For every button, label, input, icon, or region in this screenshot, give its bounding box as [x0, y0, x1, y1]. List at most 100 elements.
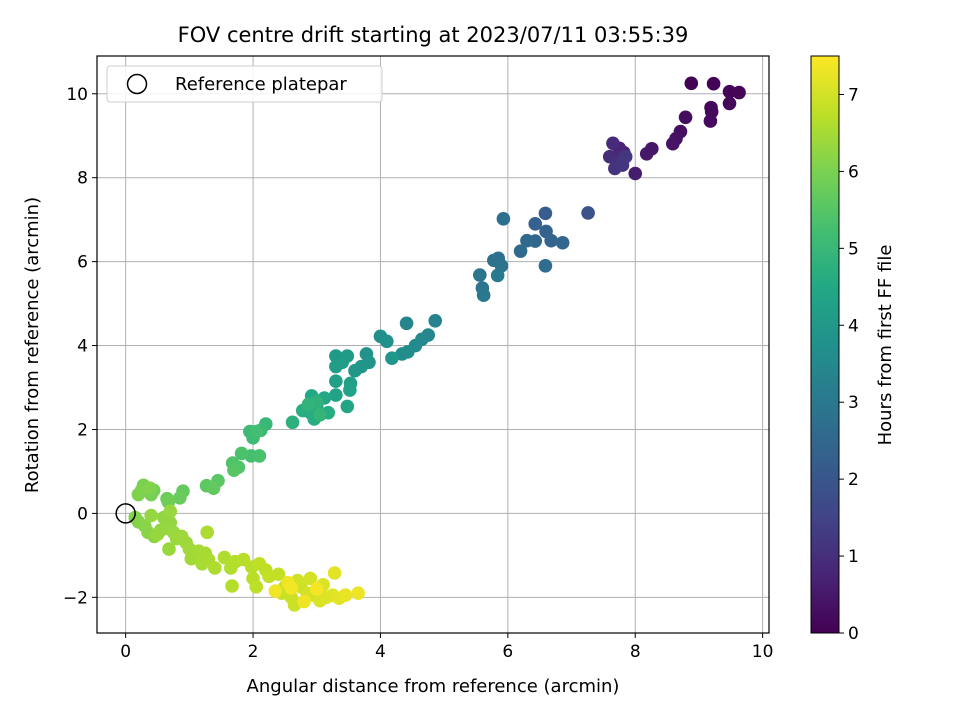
colorbar-tick-label: 5 — [848, 239, 859, 259]
colorbar-tick-label: 2 — [848, 470, 859, 490]
data-point — [338, 588, 353, 603]
data-point — [706, 76, 721, 91]
y-tick-label: 8 — [77, 169, 88, 189]
data-point — [490, 268, 505, 283]
data-point — [208, 561, 222, 575]
data-point — [150, 527, 165, 542]
chart-title: FOV centre drift starting at 2023/07/11 … — [178, 23, 689, 47]
data-point — [606, 136, 620, 151]
legend-marker — [126, 73, 148, 95]
colorbar — [810, 55, 840, 634]
data-point — [143, 481, 157, 496]
legend-label: Reference platepar — [175, 74, 347, 95]
reference-platepar-marker — [115, 503, 136, 524]
data-point — [538, 259, 553, 273]
colorbar-label: Hours from first FF file — [875, 245, 896, 446]
y-tick-label: 0 — [77, 504, 88, 524]
data-point — [313, 407, 327, 422]
colorbar-tick-label: 0 — [848, 624, 859, 644]
data-point — [538, 206, 553, 221]
data-point — [225, 579, 239, 593]
data-point — [303, 571, 318, 586]
data-point — [200, 525, 214, 540]
data-point — [703, 114, 718, 128]
plot-frame — [96, 55, 770, 634]
data-point — [227, 463, 241, 477]
data-point — [234, 446, 249, 461]
data-point — [327, 566, 342, 580]
data-point — [684, 76, 699, 91]
legend-box — [106, 65, 383, 103]
data-point — [399, 316, 414, 331]
y-tick-label: 2 — [77, 420, 88, 440]
x-tick-label: 0 — [120, 642, 131, 662]
y-axis-ticks: −2 0 2 4 6 8 10 — [63, 85, 97, 608]
y-tick-label: −2 — [63, 588, 88, 608]
data-point — [476, 288, 491, 302]
data-point — [340, 399, 355, 414]
data-point — [428, 313, 443, 328]
data-point — [131, 487, 146, 502]
data-point — [351, 586, 365, 600]
data-point — [249, 580, 264, 594]
data-point — [544, 233, 558, 248]
data-point — [618, 149, 633, 164]
grid-lines — [97, 56, 769, 633]
y-axis-label: Rotation from reference (arcmin) — [22, 197, 43, 493]
data-point — [163, 504, 178, 519]
y-tick-label: 10 — [66, 85, 88, 105]
colorbar-tick-label: 1 — [848, 547, 859, 567]
data-point — [528, 217, 543, 231]
data-point — [343, 383, 357, 397]
data-point — [162, 542, 176, 556]
data-point — [249, 424, 264, 439]
data-point — [174, 529, 189, 544]
data-point — [252, 449, 267, 463]
x-tick-label: 4 — [375, 642, 386, 662]
data-point — [513, 244, 528, 258]
data-point — [284, 581, 299, 595]
data-points — [128, 76, 746, 612]
colorbar-tick-label: 3 — [848, 393, 859, 413]
data-point — [520, 233, 534, 248]
data-point — [385, 351, 399, 365]
x-tick-label: 10 — [752, 642, 774, 662]
data-point — [144, 508, 158, 523]
x-tick-label: 6 — [502, 642, 513, 662]
data-point — [217, 550, 232, 565]
data-point — [639, 146, 654, 161]
y-tick-label: 6 — [77, 253, 88, 273]
data-point — [173, 491, 187, 505]
data-point — [555, 235, 570, 250]
colorbar-tick-label: 6 — [848, 162, 859, 182]
data-point — [206, 481, 221, 496]
x-tick-label: 8 — [630, 642, 641, 662]
data-point — [271, 567, 286, 582]
data-point — [732, 85, 746, 100]
data-point — [395, 347, 409, 361]
data-point — [268, 584, 283, 598]
data-point — [628, 166, 643, 181]
data-point — [666, 136, 680, 151]
data-point — [329, 359, 343, 374]
data-point — [285, 415, 300, 430]
colorbar-tick-label: 4 — [848, 316, 859, 336]
y-tick-label: 4 — [77, 337, 88, 357]
data-point — [496, 212, 511, 226]
data-point — [473, 268, 487, 282]
data-point — [329, 374, 343, 389]
x-tick-label: 2 — [248, 642, 259, 662]
data-point — [301, 397, 316, 412]
data-point — [380, 334, 394, 349]
x-axis-ticks: 0 2 4 6 8 10 — [120, 633, 773, 662]
data-point — [722, 96, 737, 111]
x-axis-label: Angular distance from reference (arcmin) — [247, 676, 620, 697]
colorbar-tick-label: 7 — [848, 85, 859, 105]
data-point — [581, 206, 595, 220]
data-point — [348, 363, 362, 378]
data-point — [329, 388, 343, 402]
data-point — [297, 594, 311, 609]
legend: Reference platepar — [106, 65, 383, 103]
data-point — [678, 110, 693, 125]
